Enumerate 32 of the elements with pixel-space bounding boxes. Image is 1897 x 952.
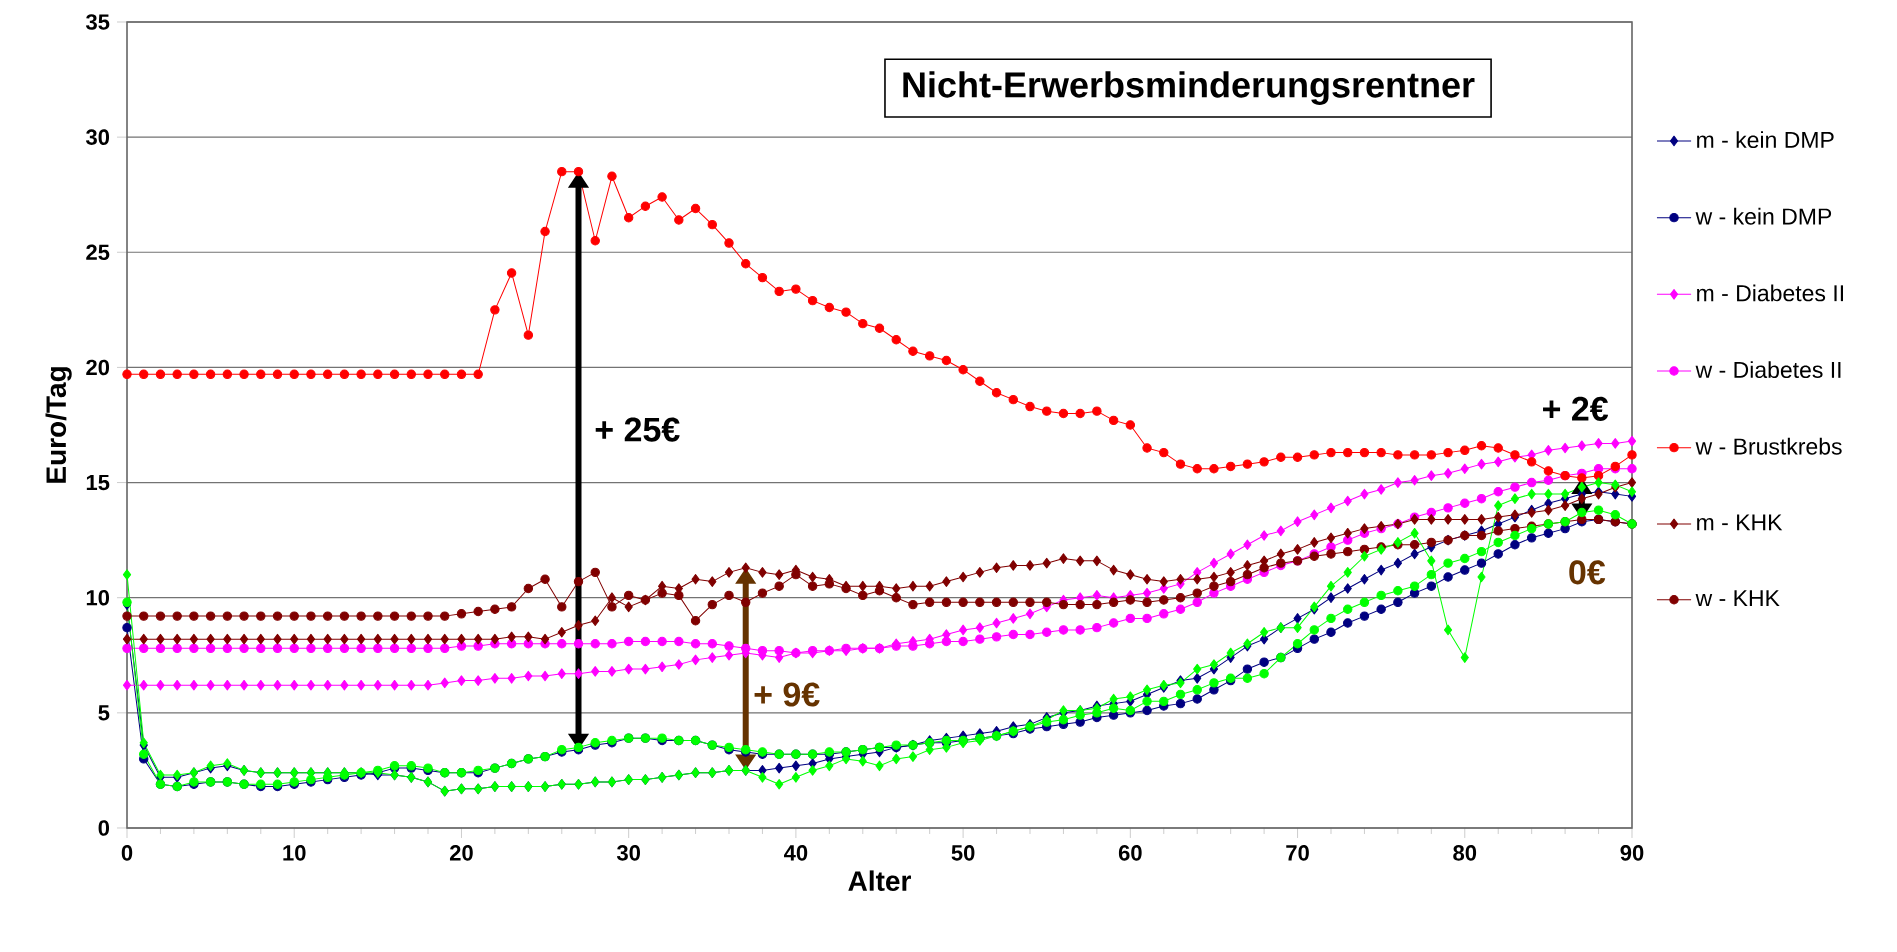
y-tick-label: 35 [85, 14, 110, 30]
annotation: + 2€ [1543, 396, 1609, 421]
x-tick-label: 10 [283, 845, 306, 861]
legend-label: w - Brustkrebs [1695, 437, 1842, 455]
annotation: + 25€ [595, 417, 680, 442]
x-tick-label: 50 [951, 845, 975, 861]
annotation: 0€ [1569, 560, 1606, 585]
x-axis-title: Alter [848, 870, 911, 891]
x-tick-label: 30 [616, 845, 640, 861]
x-tick-label: 80 [1453, 845, 1477, 861]
text: Nicht-Erwerbsminderungsrentner [903, 71, 1475, 105]
y-tick-label: 20 [86, 359, 110, 376]
legend-label: w - Diabetes II [1695, 361, 1841, 379]
x-tick-label: 90 [1620, 845, 1644, 861]
legend-label: m - kein DMP [1697, 131, 1834, 149]
x-tick-label: 0 [121, 845, 133, 861]
y-tick-label: 15 [86, 474, 110, 491]
annotation: + 9€ [754, 682, 820, 707]
x-tick-label: 70 [1286, 845, 1309, 861]
legend-label: m - KHK [1697, 514, 1783, 531]
y-tick-label: 5 [98, 705, 110, 721]
y-tick-label: 0 [98, 820, 110, 836]
legend-label: m - Diabetes II [1697, 284, 1843, 302]
legend-label: w - KHK [1695, 590, 1780, 607]
x-tick-label: 40 [784, 845, 808, 861]
x-tick-label: 60 [1118, 845, 1142, 861]
y-tick-label: 25 [86, 244, 110, 261]
y-axis-title: Euro/Tag [45, 367, 72, 483]
y-tick-label: 30 [85, 129, 110, 145]
x-tick-label: 20 [449, 845, 473, 861]
legend-label: w - kein DMP [1695, 207, 1832, 225]
y-tick-label: 10 [86, 589, 110, 606]
